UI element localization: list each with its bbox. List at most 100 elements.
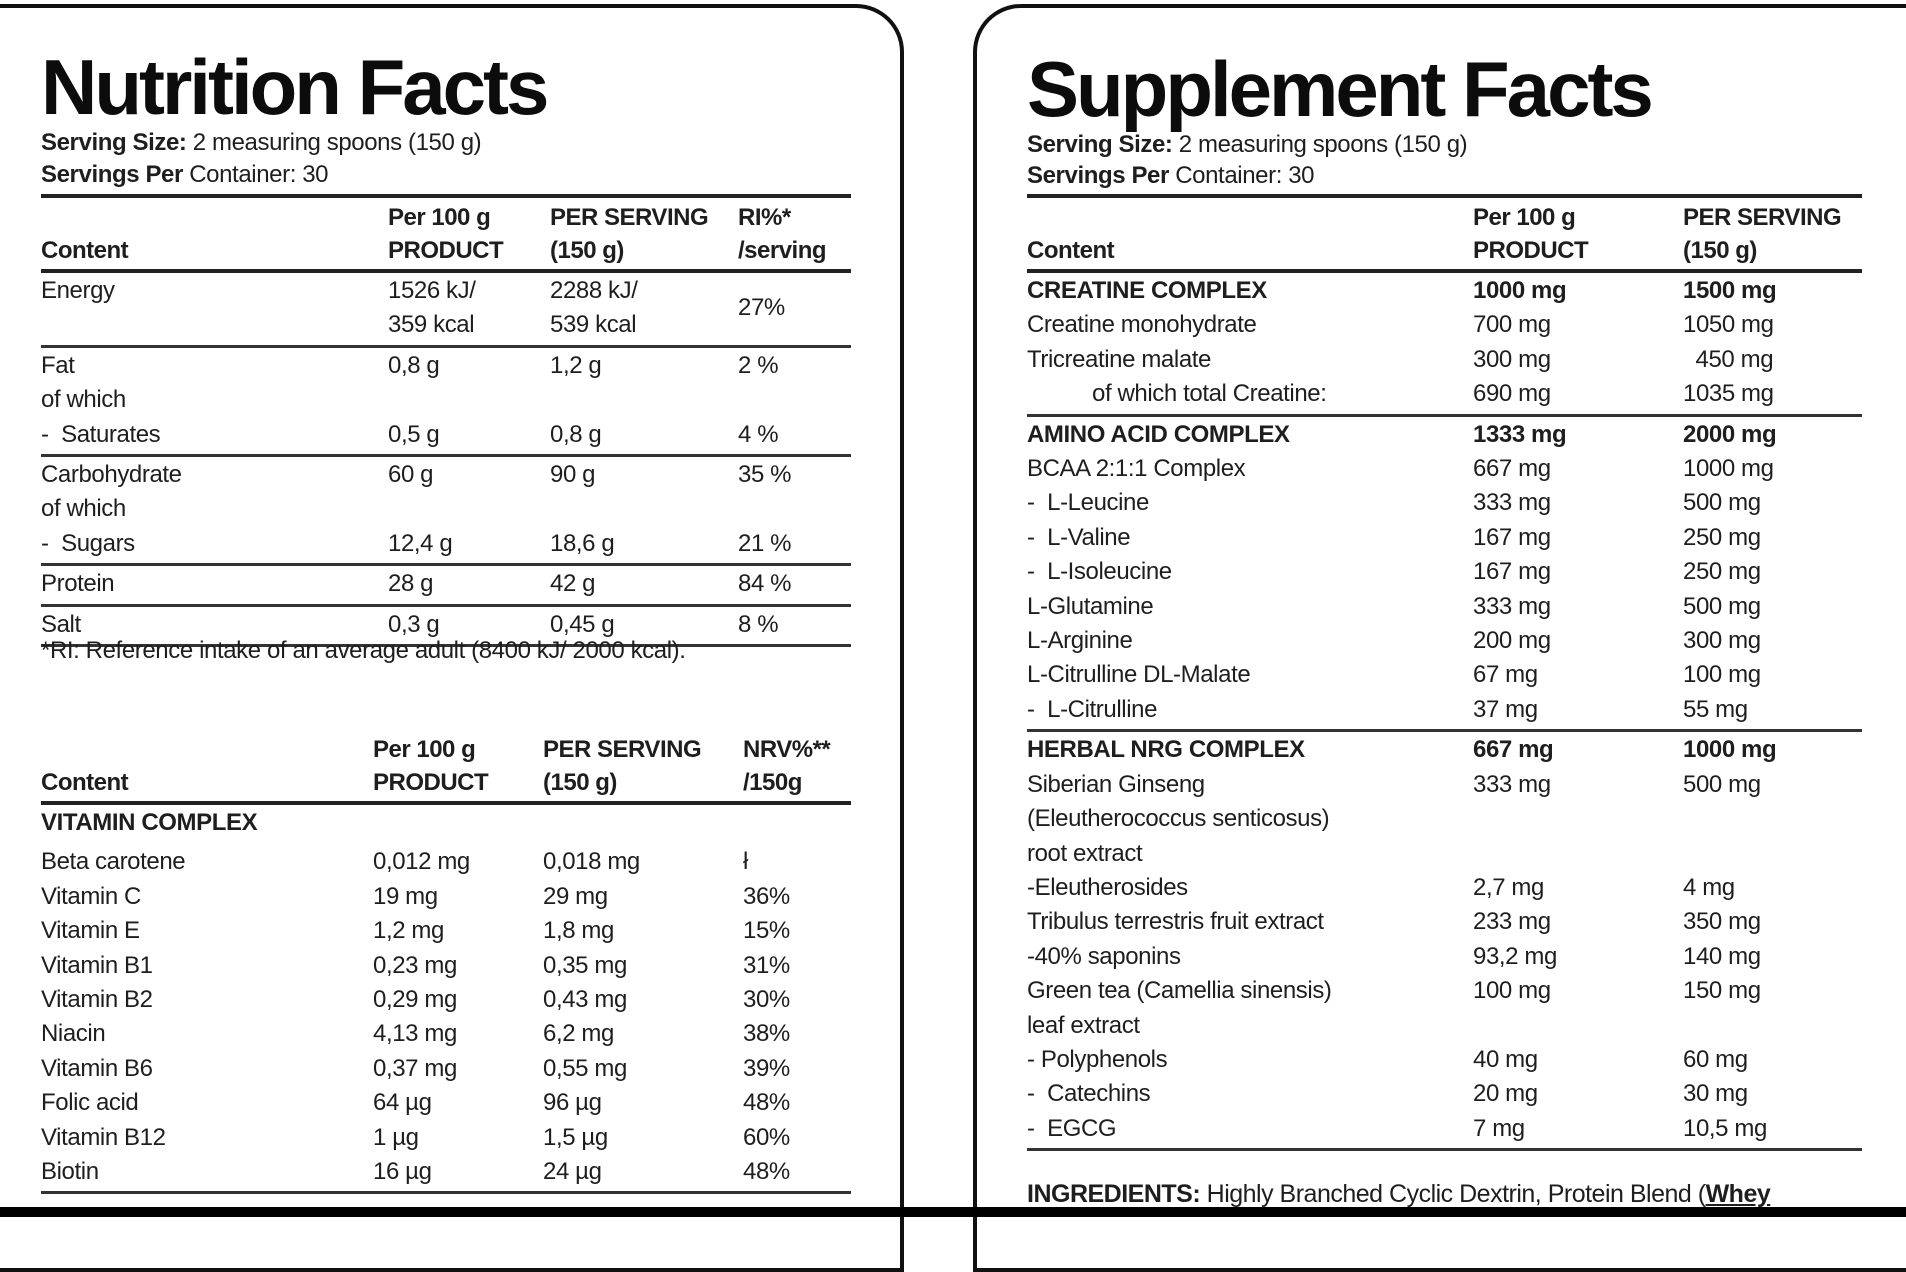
row-value: 1500 mg [1683,277,1777,304]
row-value: 24 µg [543,1158,602,1186]
row-value: 0,018 mg [543,848,640,876]
row-label: Salt [41,610,81,638]
column-header: Content [41,769,129,796]
bottom-edge [0,1207,1906,1217]
table-row: Beta carotene 0,012 mg 0,018 mg ł [41,845,851,879]
table-header: Content Per 100 g PRODUCT PER SERVING (150… [1027,194,1862,273]
row-value: 333 mg [1473,592,1551,620]
row-label: Biotin [41,1158,99,1186]
row-value: 667 mg [1473,455,1551,483]
row-value: 1,2 mg [373,917,444,945]
row-value: 60 mg [1683,1045,1748,1073]
row-label: -40% saponins [1027,942,1181,970]
row-value: 67 mg [1473,661,1538,689]
row-value: 4,13 mg [373,1020,457,1048]
row-value: 27% [738,294,785,322]
row-value: 28 g [388,570,434,598]
row-value: 140 mg [1683,942,1761,970]
row-value: 167 mg [1473,523,1551,551]
row-value: 1,2 g [550,351,602,379]
row-value [388,492,550,526]
row-value: 18,6 g [550,529,615,557]
supplement-serving-size: Serving Size: 2 measuring spoons (150 g) [1027,129,1468,161]
row-value: 0,8 g [550,420,602,448]
row-label: VITAMIN COMPLEX [41,809,258,836]
row-value: 1000 mg [1683,455,1774,483]
row-label: (Eleutherococcus senticosus) [1027,805,1330,833]
table-row: Biotin 16 µg 24 µg 48% [41,1155,851,1189]
row-label: Niacin [41,1020,106,1048]
row-value: 0,23 mg [373,951,457,979]
row-value: 20 mg [1473,1080,1538,1108]
table-row: Vitamin B6 0,37 mg 0,55 mg 39% [41,1052,851,1086]
row-value [550,383,738,417]
table-section: CREATINE COMPLEX 1000 mg 1500 mg Creatine m… [1027,273,1862,417]
row-label: - L-Valine [1027,523,1131,551]
row-value [543,806,743,840]
row-label: - L-Leucine [1027,489,1149,517]
row-value: 300 mg [1473,345,1551,373]
servings-value: Container: 30 [1175,162,1315,189]
row-value: 500 mg [1683,770,1761,798]
table-row: L-Glutamine 333 mg 500 mg [1027,590,1862,624]
row-value: 30 mg [1683,1080,1748,1108]
table-row: Energy 1526 kJ/ 359 kcal 2288 kJ/ 539 kcal… [41,274,851,343]
table-section: Energy 1526 kJ/ 359 kcal 2288 kJ/ 539 kcal… [41,273,851,348]
row-value: 96 µg [543,1089,602,1117]
table-row: L-Citrulline DL-Malate 67 mg 100 mg [1027,658,1862,692]
row-value: 15% [743,917,790,945]
supplement-table: Content Per 100 g PRODUCT PER SERVING (150… [1027,194,1862,1152]
column-header: PER SERVING (150 g) [1683,204,1842,264]
ingredients-list: Highly Branched Cyclic Dextrin, Protein … [1200,1180,1706,1208]
row-label: Green tea (Camellia sinensis) [1027,977,1332,1005]
row-value: 64 µg [373,1089,432,1117]
column-header: Per 100 g PRODUCT [1473,204,1589,264]
row-label: - Catechins [1027,1080,1151,1108]
row-value: 0,012 mg [373,848,470,876]
row-value: 39% [743,1054,790,1082]
row-value: 1035 mg [1683,380,1774,408]
row-label: Protein [41,570,115,598]
row-value: 167 mg [1473,558,1551,586]
table-row: Salt 0,3 g 0,45 g 8 % [41,608,851,642]
row-value: 60 g [388,461,434,489]
row-label: - EGCG [1027,1114,1117,1142]
table-row: Siberian Ginseng 333 mg 500 mg [1027,768,1862,802]
row-value: 90 g [550,461,596,489]
row-label: of which total Creatine: [1092,380,1327,408]
row-value [388,383,550,417]
row-value: 6,2 mg [543,1020,614,1048]
row-label: Carbohydrate [41,461,182,489]
row-value: 37 mg [1473,695,1538,723]
row-value: 100 mg [1683,661,1761,689]
table-section: Carbohydrate 60 g 90 g 35 % of which - Sugars… [41,457,851,567]
table-section: HERBAL NRG COMPLEX 667 mg 1000 mg Siberian … [1027,732,1862,1152]
row-value: 500 mg [1683,592,1761,620]
row-label: leaf extract [1027,1011,1140,1039]
row-value: 0,37 mg [373,1054,457,1082]
table-section: Fat 0,8 g 1,2 g 2 % of which - Saturates 0,5 g… [41,348,851,458]
row-value: 0,55 mg [543,1054,627,1082]
serving-size-value: 2 measuring spoons (150 g) [1178,131,1468,158]
row-label: - Polyphenols [1027,1045,1168,1073]
row-value: 0,8 g [388,351,440,379]
table-row: of which [41,492,851,526]
table-row: of which [41,383,851,417]
row-value [373,806,543,840]
table-row: Vitamin B2 0,29 mg 0,43 mg 30% [41,983,851,1017]
table-row: Tricreatine malate 300 mg 450 mg [1027,343,1862,377]
row-value: 100 mg [1473,977,1551,1005]
row-value: 500 mg [1683,489,1761,517]
row-value: 4 mg [1683,873,1735,901]
row-value: 250 mg [1683,558,1761,586]
row-label: -Eleutherosides [1027,873,1188,901]
table-row: Protein 28 g 42 g 84 % [41,567,851,601]
nutrition-facts-title: Nutrition Facts [41,43,549,131]
column-header: Content [41,237,129,264]
row-label: - L-Citrulline [1027,695,1158,723]
row-value: 16 µg [373,1158,432,1186]
table-row: Niacin 4,13 mg 6,2 mg 38% [41,1017,851,1051]
row-value [1473,802,1683,836]
row-label: Vitamin E [41,917,140,945]
table-section: Protein 28 g 42 g 84 % [41,566,851,607]
